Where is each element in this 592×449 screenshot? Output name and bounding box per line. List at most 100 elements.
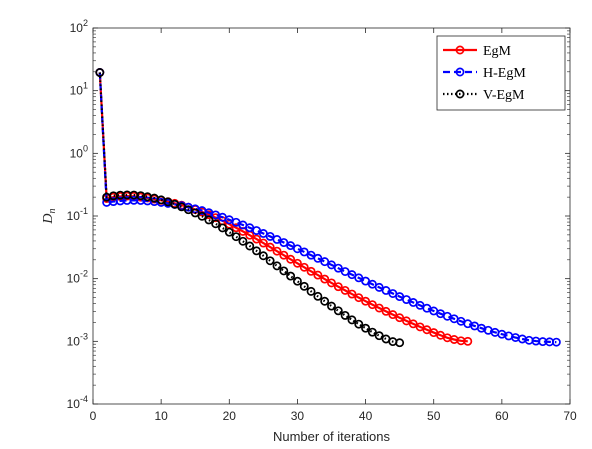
data-point (95, 68, 105, 77)
data-point (204, 215, 214, 225)
y-tick-label: 10-4 (67, 394, 88, 411)
y-tick-label: 10-2 (67, 269, 88, 286)
data-point (292, 276, 302, 286)
data-point (374, 282, 384, 292)
data-point (327, 301, 336, 311)
data-point (231, 232, 241, 242)
data-point (292, 258, 302, 268)
data-point (463, 336, 473, 346)
y-axis-label: Dn (41, 208, 58, 224)
x-tick-label: 70 (563, 409, 577, 423)
data-point (374, 331, 384, 341)
series-line (98, 72, 400, 344)
data-point (224, 227, 234, 237)
data-point (292, 244, 302, 254)
data-point (313, 270, 323, 280)
data-point (265, 256, 275, 266)
y-tick-label: 10-3 (67, 331, 88, 348)
data-point (340, 310, 350, 320)
legend-label-EgM: EgM (483, 44, 512, 59)
data-point (333, 306, 343, 316)
y-axis-label-main: D (41, 213, 56, 224)
data-point (252, 246, 261, 256)
data-point (306, 266, 316, 276)
data-point (306, 286, 316, 296)
data-point (299, 281, 309, 291)
data-point (354, 273, 364, 283)
y-tick-label: 101 (70, 81, 88, 98)
series-V-EgM (95, 68, 405, 348)
data-point (286, 254, 296, 264)
x-tick-label: 60 (495, 409, 509, 423)
data-point (272, 261, 282, 271)
data-point (286, 271, 296, 281)
data-point (279, 250, 289, 260)
x-tick-label: 50 (427, 409, 441, 423)
data-point (190, 208, 200, 218)
data-point (245, 241, 255, 251)
data-point (299, 262, 309, 272)
data-point (361, 296, 371, 306)
data-point (279, 266, 289, 276)
data-point (347, 270, 357, 280)
data-point (286, 241, 296, 251)
data-point (361, 276, 371, 286)
data-point (306, 250, 316, 260)
data-point (313, 291, 323, 301)
y-tick-label: 10-1 (67, 206, 88, 223)
x-tick-label: 0 (90, 409, 97, 423)
data-point (197, 211, 207, 221)
legend-label-H-EgM: H-EgM (483, 66, 526, 81)
data-point (361, 323, 371, 333)
y-axis-label-sub: n (47, 208, 58, 213)
data-point (551, 337, 561, 347)
data-point (395, 338, 405, 348)
legend-marker-V-EgM (455, 89, 465, 99)
data-point (340, 267, 350, 276)
x-tick-label: 10 (154, 409, 168, 423)
data-point (354, 293, 364, 303)
data-point (327, 278, 336, 288)
x-axis-label: Number of iterations (273, 429, 391, 444)
data-point (313, 253, 323, 263)
data-point (252, 234, 261, 244)
data-point (340, 285, 350, 295)
data-point (354, 319, 364, 329)
legend-marker-EgM (455, 45, 465, 55)
data-point (367, 300, 377, 310)
data-point (272, 246, 282, 256)
data-point (367, 279, 377, 289)
data-point (265, 242, 275, 252)
data-point (218, 223, 227, 233)
data-point (333, 282, 343, 292)
data-point (367, 327, 377, 337)
x-tick-label: 40 (359, 409, 373, 423)
data-point (347, 289, 357, 299)
data-point (238, 236, 248, 246)
y-tick-label: 100 (70, 143, 88, 160)
data-point (395, 313, 405, 323)
data-point (381, 306, 391, 316)
data-point (320, 274, 330, 284)
data-point (347, 315, 357, 325)
x-tick-label: 20 (223, 409, 237, 423)
data-point (299, 247, 309, 257)
x-tick-label: 30 (291, 409, 305, 423)
legend-label-V-EgM: V-EgM (483, 88, 525, 103)
data-point (258, 238, 268, 248)
data-point (388, 310, 398, 320)
y-tick-label: 102 (70, 18, 88, 35)
series-H-EgM (95, 68, 561, 347)
data-point (211, 219, 221, 229)
plot-area (95, 68, 561, 348)
data-point (374, 303, 384, 313)
data-point (320, 296, 330, 306)
legend-marker-H-EgM (455, 67, 465, 77)
axes: 0 10 20 30 40 50 60 70 10-4 10-3 10-2 10-1 100 101 102 (67, 18, 577, 423)
data-point (320, 257, 330, 267)
legend: EgM H-EgM V-EgM (436, 35, 566, 111)
series-EgM (95, 68, 473, 346)
data-point (327, 260, 336, 270)
data-point (333, 263, 343, 273)
